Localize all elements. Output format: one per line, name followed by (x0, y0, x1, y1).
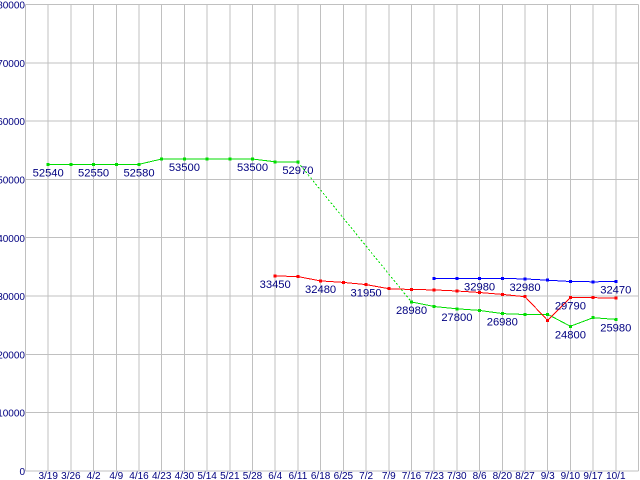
svg-text:6/18: 6/18 (311, 471, 331, 480)
svg-text:80000: 80000 (0, 1, 25, 12)
svg-text:6/11: 6/11 (289, 471, 308, 480)
svg-text:31950: 31950 (351, 288, 382, 300)
svg-text:33450: 33450 (260, 279, 291, 291)
svg-text:40000: 40000 (0, 234, 25, 245)
svg-text:7/9: 7/9 (382, 471, 396, 480)
svg-text:7/16: 7/16 (402, 471, 422, 480)
svg-text:28980: 28980 (396, 305, 427, 317)
svg-text:4/23: 4/23 (152, 471, 172, 480)
svg-text:52550: 52550 (78, 168, 109, 180)
svg-text:10/1: 10/1 (606, 471, 626, 480)
svg-text:8/20: 8/20 (493, 471, 513, 480)
svg-text:20000: 20000 (0, 350, 25, 361)
svg-text:8/6: 8/6 (473, 471, 487, 480)
svg-text:32980: 32980 (509, 282, 540, 294)
svg-text:4/16: 4/16 (129, 471, 149, 480)
svg-text:9/3: 9/3 (541, 471, 555, 480)
svg-text:3/26: 3/26 (61, 471, 81, 480)
svg-text:24800: 24800 (555, 329, 586, 341)
svg-text:53500: 53500 (169, 162, 200, 174)
svg-text:8/27: 8/27 (515, 471, 535, 480)
svg-text:7/30: 7/30 (447, 471, 467, 480)
svg-text:52580: 52580 (123, 167, 154, 179)
svg-text:4/30: 4/30 (175, 471, 195, 480)
svg-text:32980: 32980 (464, 282, 495, 294)
svg-text:7/23: 7/23 (424, 471, 444, 480)
svg-text:25980: 25980 (600, 322, 631, 334)
svg-text:29790: 29790 (555, 301, 586, 313)
svg-text:0: 0 (19, 467, 25, 478)
svg-text:3/19: 3/19 (38, 471, 58, 480)
svg-text:6/25: 6/25 (334, 471, 354, 480)
svg-text:30000: 30000 (0, 292, 25, 303)
svg-text:52970: 52970 (282, 165, 313, 177)
svg-text:50000: 50000 (0, 176, 25, 187)
svg-text:9/17: 9/17 (583, 471, 603, 480)
svg-text:53500: 53500 (237, 162, 268, 174)
svg-text:10000: 10000 (0, 409, 25, 420)
svg-text:9/10: 9/10 (561, 471, 581, 480)
svg-text:32470: 32470 (600, 285, 631, 297)
svg-text:7/2: 7/2 (359, 471, 373, 480)
svg-text:4/9: 4/9 (109, 471, 123, 480)
svg-text:4/2: 4/2 (87, 471, 101, 480)
svg-text:60000: 60000 (0, 117, 25, 128)
svg-text:5/28: 5/28 (243, 471, 263, 480)
svg-text:32480: 32480 (305, 284, 336, 296)
svg-text:70000: 70000 (0, 59, 25, 70)
svg-text:52540: 52540 (33, 168, 64, 180)
svg-text:6/4: 6/4 (268, 471, 282, 480)
svg-text:5/21: 5/21 (220, 471, 240, 480)
svg-text:26980: 26980 (487, 317, 518, 329)
svg-text:5/14: 5/14 (197, 471, 217, 480)
svg-text:27800: 27800 (441, 312, 472, 324)
